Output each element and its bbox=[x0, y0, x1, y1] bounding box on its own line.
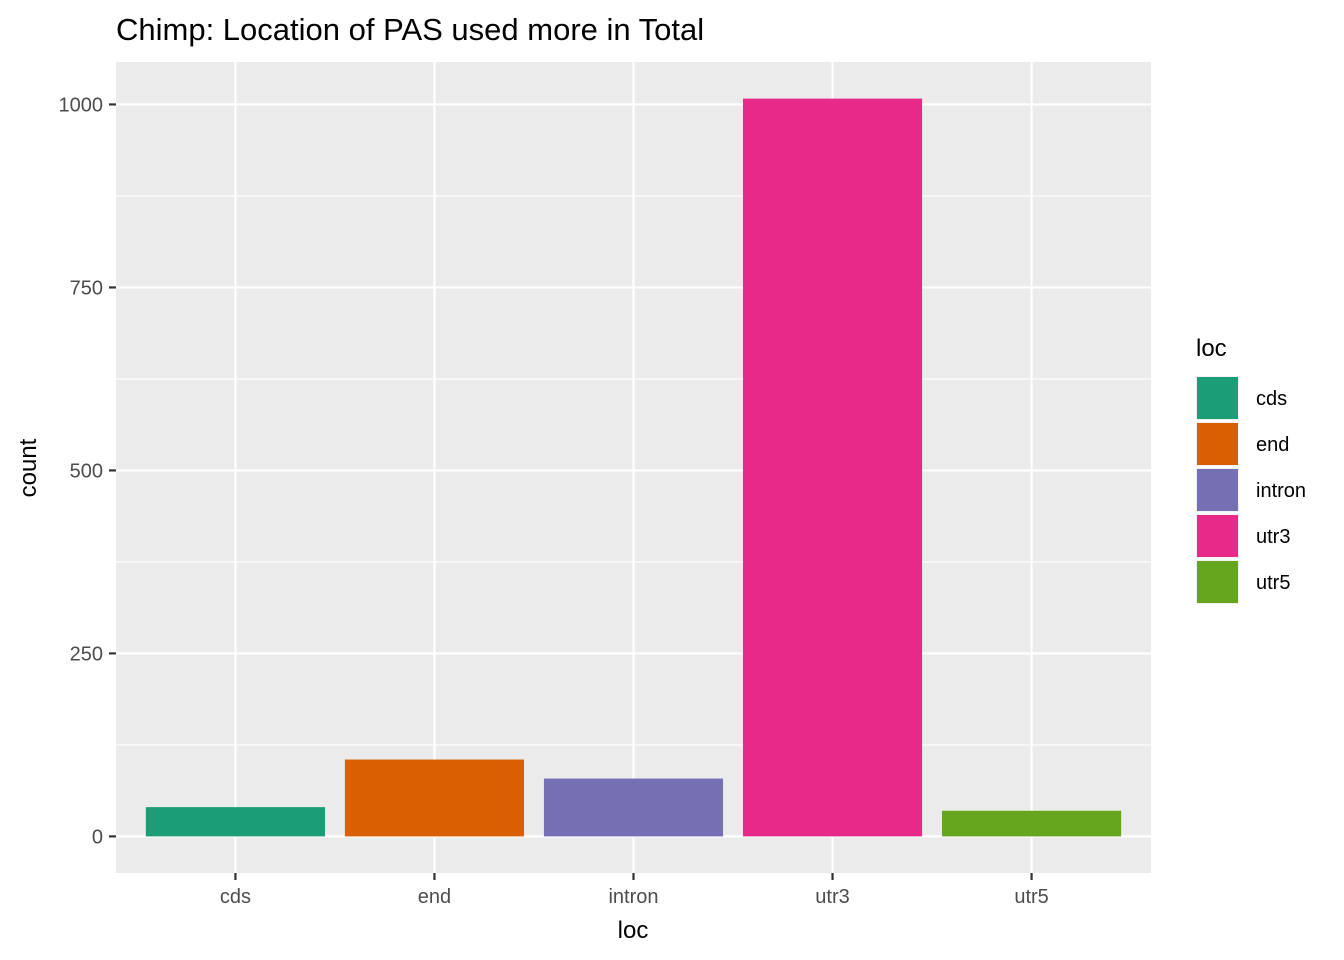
legend-label: intron bbox=[1256, 480, 1306, 502]
x-tick-label: utr5 bbox=[1014, 886, 1048, 908]
y-tick-label: 1000 bbox=[59, 94, 104, 116]
x-tick-label: intron bbox=[608, 886, 658, 908]
x-axis: cds end intron utr3 utr5 bbox=[220, 873, 1049, 908]
x-tick-label: end bbox=[418, 886, 451, 908]
legend-swatch-cds bbox=[1197, 377, 1238, 419]
bars bbox=[145, 98, 1122, 837]
x-axis-title: loc bbox=[618, 917, 649, 944]
legend-swatch-utr5 bbox=[1197, 561, 1238, 603]
y-tick-label: 250 bbox=[70, 643, 103, 665]
legend-swatch-intron bbox=[1197, 469, 1238, 511]
y-tick-label: 750 bbox=[70, 277, 103, 299]
legend-label: utr3 bbox=[1256, 526, 1290, 548]
bar-utr3 bbox=[742, 98, 923, 837]
bar-cds bbox=[145, 807, 325, 837]
y-axis: 0 250 500 750 1000 bbox=[59, 94, 116, 848]
legend-label: end bbox=[1256, 434, 1289, 456]
legend-swatch-end bbox=[1197, 423, 1238, 465]
y-tick-label: 0 bbox=[92, 826, 103, 848]
chart-title: Chimp: Location of PAS used more in Tota… bbox=[116, 12, 704, 47]
y-axis-title: count bbox=[15, 438, 42, 497]
legend-label: cds bbox=[1256, 388, 1287, 410]
major-gridlines bbox=[116, 62, 1151, 873]
legend-label: utr5 bbox=[1256, 572, 1290, 594]
bar-utr5 bbox=[942, 810, 1122, 837]
x-tick-label: cds bbox=[220, 886, 251, 908]
legend-swatch-utr3 bbox=[1197, 515, 1238, 557]
bar-end bbox=[344, 759, 525, 837]
bar-intron bbox=[543, 778, 724, 837]
x-tick-label: utr3 bbox=[815, 886, 849, 908]
y-tick-label: 500 bbox=[70, 460, 103, 482]
legend: cds end intron utr3 utr5 bbox=[1196, 376, 1306, 604]
legend-title: loc bbox=[1196, 335, 1227, 362]
